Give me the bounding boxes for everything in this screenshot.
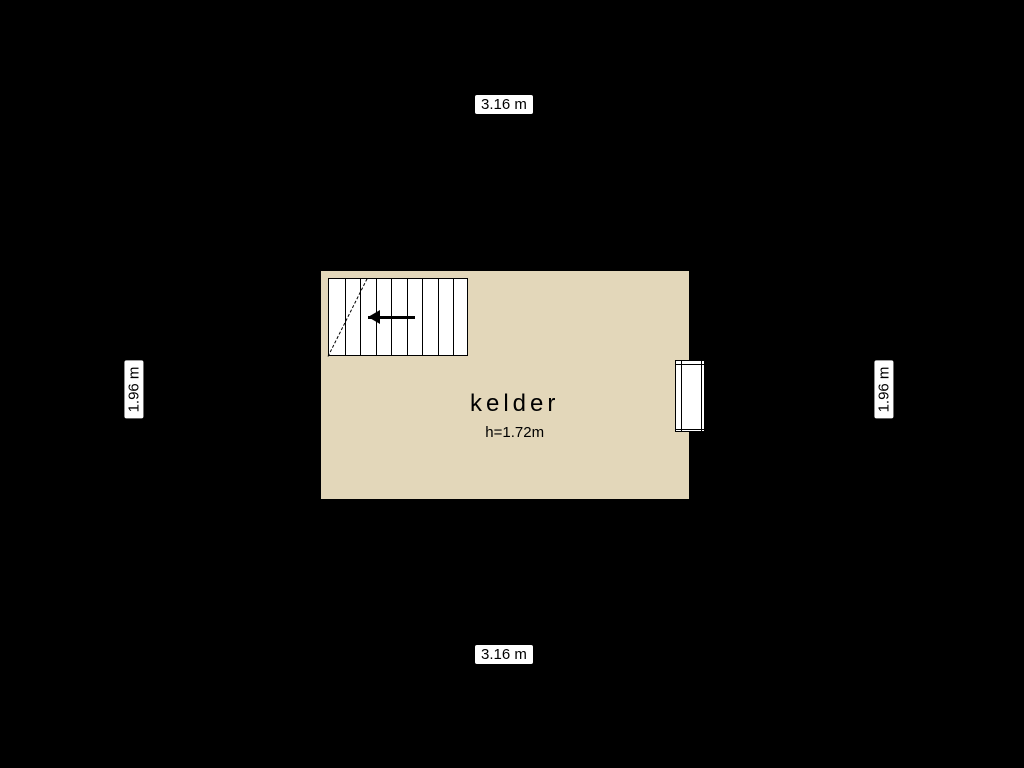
room-height-text: h=1.72m xyxy=(470,424,559,441)
stair-tread xyxy=(453,279,454,355)
window-sash-line xyxy=(701,361,702,431)
dimension-right-text: 1.96 m xyxy=(875,367,892,413)
room-label: kelder h=1.72m xyxy=(470,390,559,441)
room-name: kelder xyxy=(470,390,559,418)
dimension-bottom-text: 3.16 m xyxy=(481,646,527,663)
window-sash-line xyxy=(681,361,682,431)
stair-tread xyxy=(422,279,423,355)
window xyxy=(675,360,705,432)
floorplan-canvas: kelder h=1.72m 3.16 m 3.16 m 1.96 m 1.96… xyxy=(0,0,1024,768)
dimension-bottom: 3.16 m xyxy=(475,645,533,664)
dimension-left: 1.96 m xyxy=(124,361,143,419)
dimension-right: 1.96 m xyxy=(874,361,893,419)
stair-tread xyxy=(438,279,439,355)
stair-arrow-icon xyxy=(368,310,380,324)
dimension-left-text: 1.96 m xyxy=(125,367,142,413)
window-frame-line xyxy=(676,429,704,430)
dimension-top: 3.16 m xyxy=(475,95,533,114)
window-frame-line xyxy=(676,364,704,365)
stair-tread xyxy=(345,279,346,355)
dimension-top-text: 3.16 m xyxy=(481,96,527,113)
